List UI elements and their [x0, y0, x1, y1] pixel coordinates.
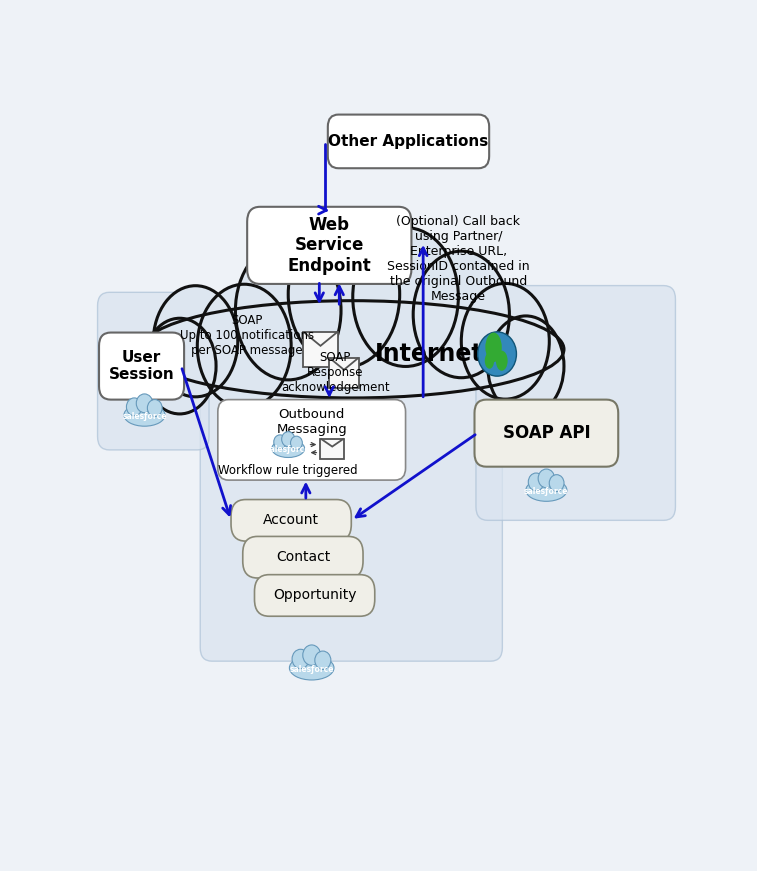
Text: salesƒorce: salesƒorce	[289, 665, 334, 673]
Text: Internet: Internet	[375, 342, 483, 366]
Ellipse shape	[496, 351, 508, 371]
Ellipse shape	[142, 300, 564, 398]
FancyBboxPatch shape	[475, 400, 618, 467]
Ellipse shape	[288, 221, 400, 368]
Circle shape	[148, 400, 162, 416]
Text: Web
Service
Endpoint: Web Service Endpoint	[288, 215, 371, 275]
Text: Account: Account	[263, 513, 319, 527]
FancyBboxPatch shape	[98, 293, 209, 450]
FancyBboxPatch shape	[218, 400, 406, 480]
Ellipse shape	[289, 656, 334, 680]
Circle shape	[303, 645, 321, 665]
FancyBboxPatch shape	[304, 332, 338, 367]
Ellipse shape	[353, 227, 459, 367]
Text: SOAP API: SOAP API	[503, 424, 590, 442]
Circle shape	[550, 475, 564, 491]
Text: User
Session: User Session	[109, 350, 174, 382]
Text: Other Applications: Other Applications	[329, 134, 488, 149]
Ellipse shape	[142, 301, 563, 397]
Ellipse shape	[413, 251, 509, 378]
Ellipse shape	[143, 318, 216, 414]
Ellipse shape	[354, 229, 457, 365]
Ellipse shape	[145, 320, 215, 413]
Text: salesƒorce: salesƒorce	[122, 412, 167, 421]
Ellipse shape	[198, 284, 291, 408]
Circle shape	[538, 469, 555, 488]
Ellipse shape	[289, 222, 398, 367]
Text: SOAP
Up to 100 notifications
per SOAP message: SOAP Up to 100 notifications per SOAP me…	[180, 314, 314, 357]
Ellipse shape	[198, 286, 290, 407]
Ellipse shape	[237, 242, 340, 379]
FancyBboxPatch shape	[99, 333, 184, 400]
FancyBboxPatch shape	[320, 438, 344, 459]
Text: salesƒorce: salesƒorce	[266, 445, 310, 454]
Circle shape	[528, 473, 544, 491]
Circle shape	[126, 398, 142, 415]
Circle shape	[291, 436, 302, 449]
Ellipse shape	[461, 283, 550, 399]
Ellipse shape	[414, 253, 508, 376]
Ellipse shape	[272, 440, 304, 457]
Ellipse shape	[488, 316, 564, 416]
Text: Outbound
Messaging: Outbound Messaging	[276, 408, 347, 436]
Text: salesƒorce: salesƒorce	[524, 487, 569, 496]
Text: Contact: Contact	[276, 550, 330, 564]
Ellipse shape	[485, 333, 502, 362]
Text: Workflow rule triggered: Workflow rule triggered	[218, 463, 357, 476]
FancyBboxPatch shape	[200, 376, 503, 661]
Ellipse shape	[526, 479, 567, 502]
FancyBboxPatch shape	[247, 206, 412, 284]
FancyBboxPatch shape	[329, 358, 359, 388]
FancyBboxPatch shape	[231, 500, 351, 541]
Circle shape	[282, 432, 294, 447]
FancyBboxPatch shape	[254, 575, 375, 617]
Ellipse shape	[489, 317, 562, 415]
Circle shape	[478, 332, 516, 376]
Ellipse shape	[124, 404, 165, 426]
FancyBboxPatch shape	[328, 115, 489, 168]
Ellipse shape	[463, 285, 548, 398]
Ellipse shape	[235, 241, 341, 380]
Circle shape	[315, 651, 331, 670]
FancyBboxPatch shape	[476, 286, 675, 520]
Ellipse shape	[484, 353, 494, 368]
Text: Opportunity: Opportunity	[273, 589, 357, 603]
Circle shape	[136, 394, 153, 413]
Text: SOAP
Response
acknowledgement: SOAP Response acknowledgement	[281, 351, 389, 395]
Text: (Optional) Call back
using Partner/
Enterprise URL,
SessionID contained in
the o: (Optional) Call back using Partner/ Ente…	[387, 215, 530, 303]
FancyBboxPatch shape	[243, 537, 363, 578]
Ellipse shape	[154, 287, 237, 395]
Circle shape	[292, 649, 309, 669]
Ellipse shape	[153, 286, 238, 397]
Circle shape	[274, 435, 286, 449]
